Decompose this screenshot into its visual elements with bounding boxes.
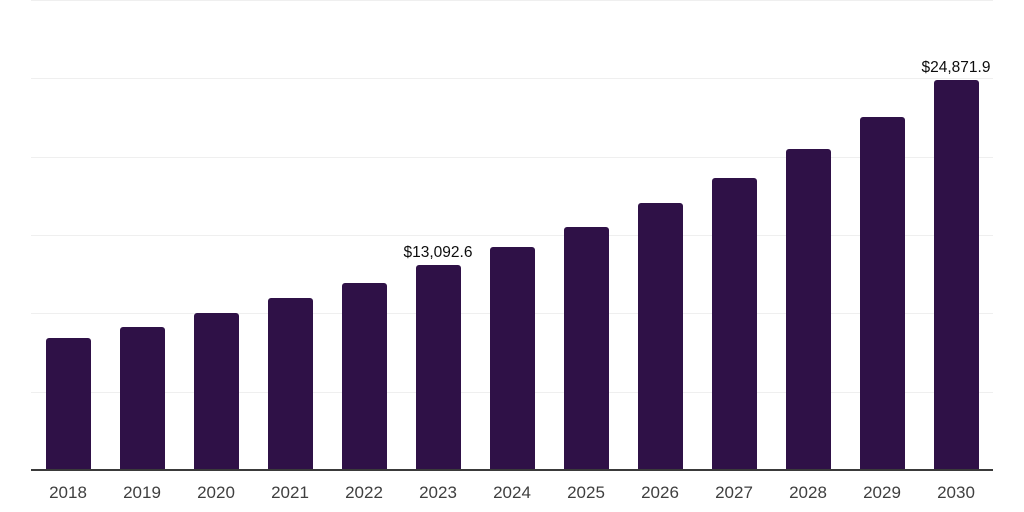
bar-2022 — [341, 282, 387, 470]
x-tick-2028: 2028 — [789, 483, 827, 502]
gridline — [31, 0, 993, 1]
x-tick-2019: 2019 — [123, 483, 161, 502]
x-tick-2018: 2018 — [49, 483, 87, 502]
x-tick-2020: 2020 — [197, 483, 235, 502]
x-tick-2026: 2026 — [641, 483, 679, 502]
bar-2030 — [933, 80, 979, 470]
bar-2028 — [785, 148, 831, 470]
x-tick-2029: 2029 — [863, 483, 901, 502]
bar-2021 — [267, 297, 313, 470]
bar-2020 — [193, 313, 239, 470]
bar-2027 — [711, 177, 757, 470]
bar-2026 — [637, 202, 683, 470]
bar-2029 — [859, 116, 905, 470]
x-tick-2025: 2025 — [567, 483, 605, 502]
gridline — [31, 78, 993, 79]
data-label-2030: $24,871.9 — [921, 59, 991, 77]
x-tick-2030: 2030 — [937, 483, 975, 502]
bar-2019 — [119, 326, 165, 470]
data-label-2023: $13,092.6 — [403, 243, 473, 261]
x-tick-2023: 2023 — [419, 483, 457, 502]
bar-2024 — [489, 246, 535, 470]
bar-2018 — [45, 337, 91, 470]
gridline — [31, 157, 993, 158]
x-tick-2024: 2024 — [493, 483, 531, 502]
bar-2023 — [415, 264, 461, 470]
x-tick-2021: 2021 — [271, 483, 309, 502]
x-axis-line — [31, 469, 993, 471]
x-tick-2022: 2022 — [345, 483, 383, 502]
x-tick-2027: 2027 — [715, 483, 753, 502]
gridline — [31, 235, 993, 236]
bar-2025 — [563, 226, 609, 470]
